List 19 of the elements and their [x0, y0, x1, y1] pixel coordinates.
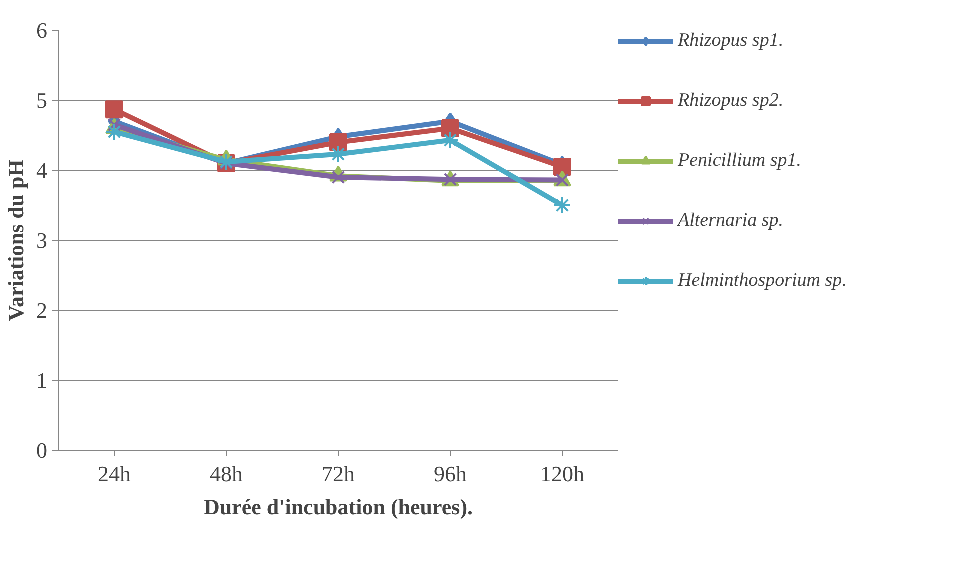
legend-label: Helminthosporium sp.	[678, 270, 847, 292]
y-tick-label: 6	[36, 18, 48, 43]
x-tick-label: 24h	[98, 462, 131, 486]
legend-label: Penicillium sp1.	[678, 150, 802, 172]
x-tick-label: 96h	[434, 462, 467, 486]
x-tick-label: 72h	[322, 462, 355, 486]
x-tick-label: 120h	[540, 462, 584, 486]
y-axis-title: Variations du pH	[4, 160, 28, 322]
legend-label: Alternaria sp.	[678, 210, 784, 232]
legend-label: Rhizopus sp2.	[678, 90, 784, 112]
y-tick-label: 5	[36, 88, 48, 113]
y-tick-label: 1	[36, 368, 48, 393]
y-tick-label: 4	[36, 158, 48, 183]
y-tick-label: 2	[36, 298, 48, 323]
y-tick-label: 0	[36, 438, 48, 463]
x-tick-label: 48h	[210, 462, 243, 486]
x-axis-title: Durée d'incubation (heures).	[204, 494, 474, 520]
legend-label: Rhizopus sp1.	[678, 30, 784, 52]
y-tick-label: 3	[36, 228, 48, 253]
